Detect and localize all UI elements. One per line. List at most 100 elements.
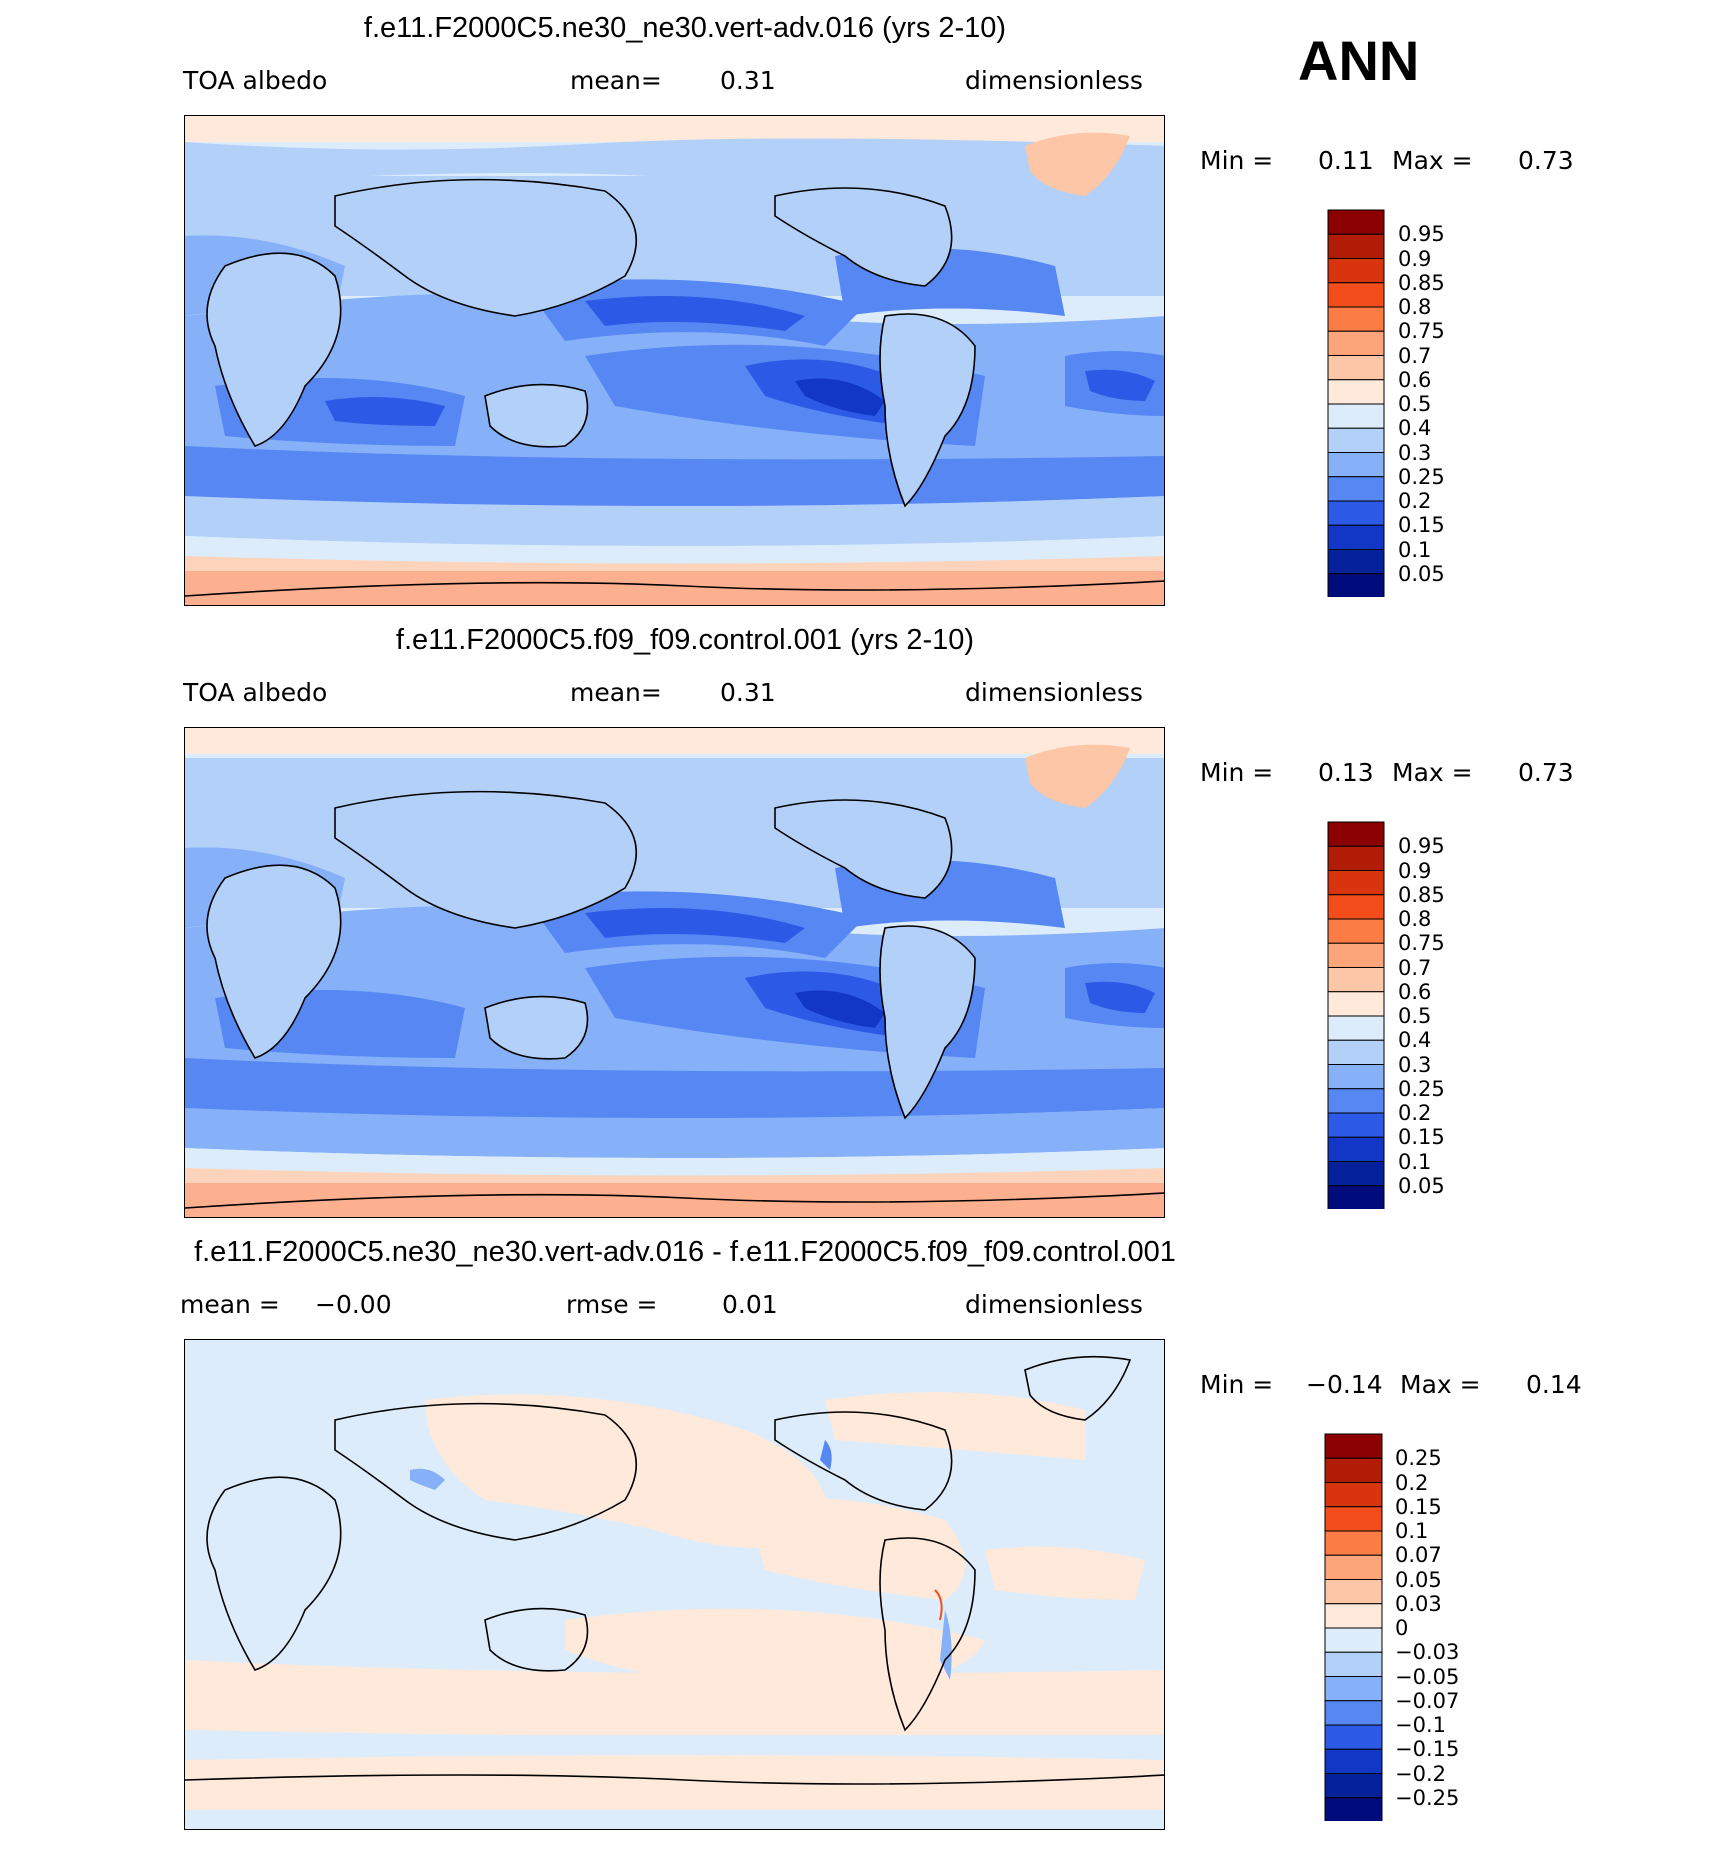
colorbar-tick-label: 0.1 (1398, 1149, 1432, 1174)
panel-2-map (184, 727, 1165, 1218)
colorbar-swatch (1324, 1506, 1383, 1532)
panel-1-colorbar (1327, 209, 1387, 602)
colorbar-tick-label: 0.6 (1398, 979, 1432, 1004)
colorbar-tick-label: 0.6 (1398, 367, 1432, 392)
colorbar-tick-label: 0.85 (1398, 270, 1445, 295)
panel-1-title: f.e11.F2000C5.ne30_ne30.vert-adv.016 (yr… (363, 12, 1007, 44)
colorbar-tick-label: 0.25 (1398, 464, 1445, 489)
panel-3-mean-value: −0.00 (315, 1290, 392, 1319)
colorbar-tick-label: 0.1 (1395, 1519, 1429, 1543)
panel-3-units: dimensionless (965, 1290, 1143, 1319)
colorbar-swatch (1327, 942, 1385, 968)
colorbar-tick-label: 0.1 (1398, 537, 1432, 562)
colorbar-swatch (1327, 330, 1385, 356)
colorbar-tick-label: 0.75 (1398, 319, 1445, 344)
panel-2-variable: TOA albedo (183, 678, 328, 707)
colorbar-swatch (1324, 1603, 1383, 1629)
colorbar-tick-label: 0.95 (1398, 222, 1445, 247)
colorbar-swatch (1327, 306, 1385, 332)
colorbar-tick-label: 0.3 (1398, 1052, 1432, 1077)
colorbar-tick-label: 0.4 (1398, 1028, 1432, 1053)
panel-3-max-label: Max = (1400, 1370, 1481, 1399)
colorbar-swatch (1327, 845, 1385, 871)
panel-1-colorbar-swatches (1327, 209, 1385, 599)
colorbar-tick-label: −0.15 (1395, 1737, 1460, 1762)
colorbar-swatch (1324, 1797, 1383, 1823)
panel-2-max-value: 0.73 (1518, 758, 1574, 787)
colorbar-tick-label: 0.03 (1395, 1591, 1442, 1616)
colorbar-tick-label: 0.9 (1398, 246, 1432, 271)
panel-3-min-value: −0.14 (1306, 1370, 1383, 1399)
colorbar-tick-label: 0.05 (1398, 1173, 1445, 1198)
colorbar-swatch (1327, 355, 1385, 381)
colorbar-swatch (1327, 573, 1385, 599)
colorbar-tick-label: −0.1 (1395, 1713, 1446, 1737)
panel-1-min-label: Min = (1200, 146, 1274, 175)
colorbar-swatch (1324, 1773, 1383, 1799)
panel-3-title: f.e11.F2000C5.ne30_ne30.vert-adv.016 - f… (194, 1236, 1176, 1268)
panel-2-colorbar-swatches (1327, 821, 1385, 1211)
colorbar-swatch (1324, 1530, 1383, 1556)
colorbar-tick-label: −0.07 (1395, 1688, 1460, 1713)
colorbar-tick-label: 0.2 (1395, 1470, 1429, 1495)
panel-1-units: dimensionless (965, 66, 1143, 95)
colorbar-swatch (1327, 1015, 1385, 1041)
panel-1-mean-label: mean= (570, 66, 662, 95)
colorbar-swatch (1324, 1676, 1383, 1702)
colorbar-swatch (1327, 870, 1385, 896)
colorbar-swatch (1324, 1627, 1383, 1653)
colorbar-swatch (1327, 1112, 1385, 1138)
panel-3-min-label: Min = (1200, 1370, 1274, 1399)
colorbar-swatch (1324, 1724, 1383, 1750)
colorbar-tick-label: 0.25 (1395, 1446, 1442, 1471)
colorbar-swatch (1324, 1457, 1383, 1483)
colorbar-swatch (1327, 452, 1385, 478)
panel-1-max-value: 0.73 (1518, 146, 1574, 175)
colorbar-swatch (1327, 894, 1385, 920)
panel-3-colorbar-swatches (1324, 1433, 1383, 1823)
colorbar-tick-label: 0.95 (1398, 834, 1445, 859)
panel-3-max-value: 0.14 (1526, 1370, 1582, 1399)
colorbar-swatch (1324, 1554, 1383, 1580)
colorbar-swatch (1327, 1088, 1385, 1114)
colorbar-tick-label: −0.25 (1395, 1785, 1460, 1810)
colorbar-tick-label: −0.03 (1395, 1640, 1460, 1665)
colorbar-tick-label: 0.07 (1395, 1543, 1442, 1568)
colorbar-swatch (1327, 1161, 1385, 1187)
colorbar-swatch (1327, 209, 1385, 235)
panel-1-map (184, 115, 1165, 606)
colorbar-swatch (1327, 1039, 1385, 1065)
colorbar-swatch (1327, 991, 1385, 1017)
colorbar-swatch (1324, 1433, 1383, 1459)
panel-2-min-value: 0.13 (1318, 758, 1374, 787)
colorbar-swatch (1327, 524, 1385, 550)
colorbar-tick-label: 0 (1395, 1616, 1409, 1640)
colorbar-swatch (1327, 1185, 1385, 1211)
colorbar-tick-label: 0.15 (1395, 1494, 1442, 1519)
colorbar-swatch (1327, 233, 1385, 259)
colorbar-tick-label: 0.5 (1398, 392, 1432, 416)
colorbar-swatch (1327, 500, 1385, 526)
colorbar-tick-label: 0.75 (1398, 931, 1445, 956)
colorbar-tick-label: 0.85 (1398, 882, 1445, 907)
colorbar-tick-label: 0.15 (1398, 1125, 1445, 1150)
colorbar-swatch (1324, 1651, 1383, 1677)
colorbar-swatch (1324, 1579, 1383, 1605)
panel-1-mean-value: 0.31 (720, 66, 776, 95)
colorbar-swatch (1327, 1064, 1385, 1090)
panel-3-colorbar (1324, 1433, 1384, 1826)
colorbar-tick-label: 0.7 (1398, 343, 1432, 368)
panel-3-rmse-label: rmse = (566, 1290, 658, 1319)
colorbar-tick-label: 0.3 (1398, 440, 1432, 465)
panel-2-mean-value: 0.31 (720, 678, 776, 707)
colorbar-swatch (1327, 282, 1385, 308)
colorbar-swatch (1327, 821, 1385, 847)
colorbar-swatch (1327, 967, 1385, 993)
colorbar-swatch (1327, 379, 1385, 405)
season-label: ANN (1298, 29, 1420, 92)
colorbar-swatch (1327, 427, 1385, 453)
panel-1-min-value: 0.11 (1318, 146, 1374, 175)
panel-3-rmse-value: 0.01 (722, 1290, 778, 1319)
colorbar-tick-label: −0.2 (1395, 1761, 1446, 1786)
colorbar-tick-label: 0.7 (1398, 955, 1432, 980)
